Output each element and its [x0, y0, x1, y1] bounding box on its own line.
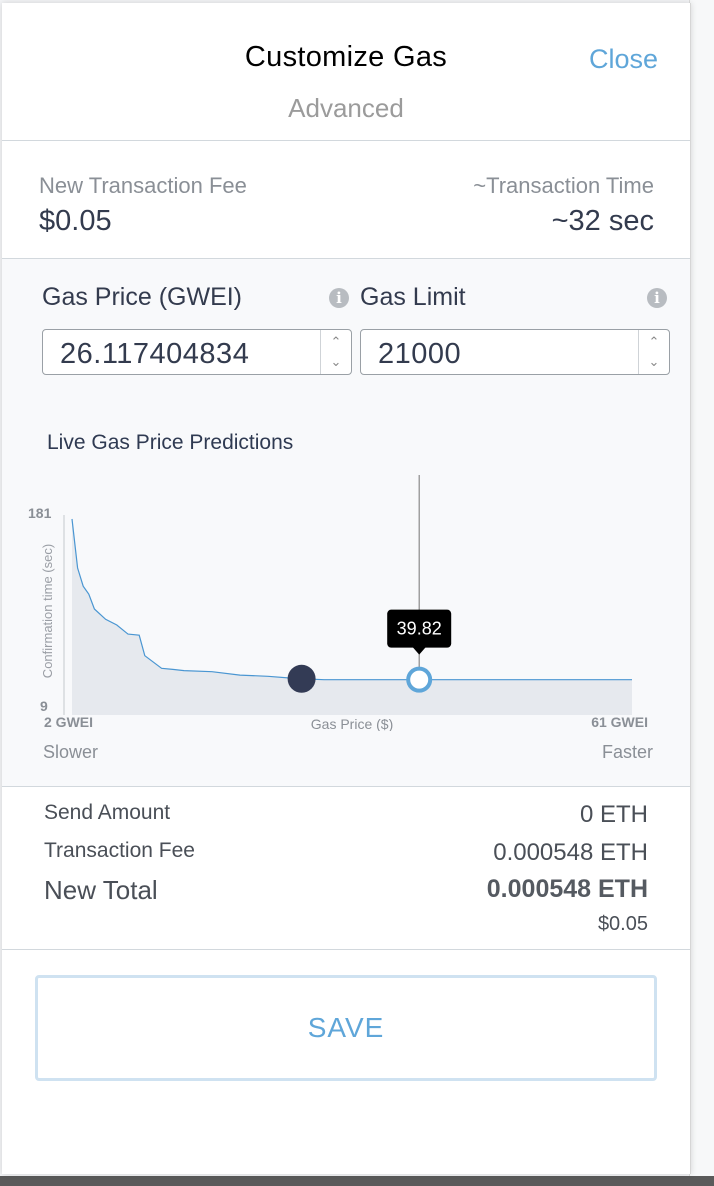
x-min-label: 2 GWEI	[44, 714, 93, 730]
gas-price-value[interactable]: 26.117404834	[60, 338, 250, 370]
gas-limit-value[interactable]: 21000	[378, 338, 462, 370]
send-amount-label: Send Amount	[44, 801, 171, 824]
gas-price-input[interactable]: 26.117404834 ⌃ ⌄	[42, 329, 352, 375]
background-scroll-strip	[689, 0, 714, 1186]
tx-time-label: ~Transaction Time	[473, 173, 654, 198]
x-axis-label: Gas Price ($)	[311, 716, 393, 731]
tx-fee-value: 0.000548 ETH	[493, 839, 648, 866]
customize-gas-modal: Customize Gas Advanced Close New Transac…	[2, 3, 691, 1174]
fee-summary: New Transaction Fee $0.05 ~Transaction T…	[2, 141, 690, 259]
transaction-summary: Send Amount 0 ETH Transaction Fee 0.0005…	[2, 787, 690, 950]
modal-subtitle: Advanced	[288, 93, 404, 123]
chart-title: Live Gas Price Predictions	[47, 431, 294, 454]
gas-price-chart[interactable]: Confirmation time (sec) 181 9 2 GWEI Gas…	[26, 471, 666, 731]
chevron-up-icon[interactable]: ⌃	[648, 334, 660, 349]
modal-header: Customize Gas Advanced Close	[2, 3, 690, 141]
gas-price-label: Gas Price (GWEI)	[42, 283, 243, 311]
new-fee-value: $0.05	[39, 205, 112, 237]
tx-fee-label: Transaction Fee	[44, 839, 195, 862]
current-price-marker	[287, 664, 316, 693]
info-icon[interactable]: i	[647, 288, 667, 308]
new-fee-label: New Transaction Fee	[39, 173, 247, 198]
gas-limit-stepper[interactable]: ⌃ ⌄	[638, 330, 669, 374]
new-total-label: New Total	[44, 875, 158, 905]
gas-price-stepper[interactable]: ⌃ ⌄	[320, 330, 351, 374]
send-amount-value: 0 ETH	[579, 801, 648, 828]
save-button[interactable]: SAVE	[35, 975, 657, 1081]
advanced-gas-panel: Gas Price (GWEI) i Gas Limit i 26.117404…	[2, 259, 690, 787]
modal-title: Customize Gas	[244, 41, 448, 73]
background-bottom-bar	[0, 1176, 714, 1186]
hover-tooltip-box	[387, 609, 452, 648]
chevron-down-icon[interactable]: ⌄	[330, 354, 342, 369]
new-total-fiat: $0.05	[597, 913, 648, 935]
chevron-up-icon[interactable]: ⌃	[330, 334, 342, 349]
tx-time-value: ~32 sec	[551, 205, 654, 237]
gas-limit-label: Gas Limit	[360, 283, 466, 311]
hover-tooltip-label: 39.82	[397, 619, 442, 639]
hover-marker	[406, 666, 433, 693]
y-tick-min: 9	[40, 698, 48, 714]
close-button[interactable]: Close	[588, 44, 658, 74]
y-tick-max: 181	[28, 505, 52, 521]
slower-label: Slower	[43, 742, 99, 762]
chevron-down-icon[interactable]: ⌄	[648, 354, 660, 369]
faster-label: Faster	[601, 742, 653, 762]
chart-area-fill	[72, 519, 632, 715]
hover-tooltip-arrow	[412, 646, 427, 655]
gas-limit-input[interactable]: 21000 ⌃ ⌄	[360, 329, 670, 375]
new-total-value: 0.000548 ETH	[486, 875, 648, 903]
info-icon[interactable]: i	[329, 288, 349, 308]
y-axis-label: Confirmation time (sec)	[40, 544, 55, 678]
chart-series-line	[71, 518, 632, 681]
x-max-label: 61 GWEI	[591, 714, 648, 730]
